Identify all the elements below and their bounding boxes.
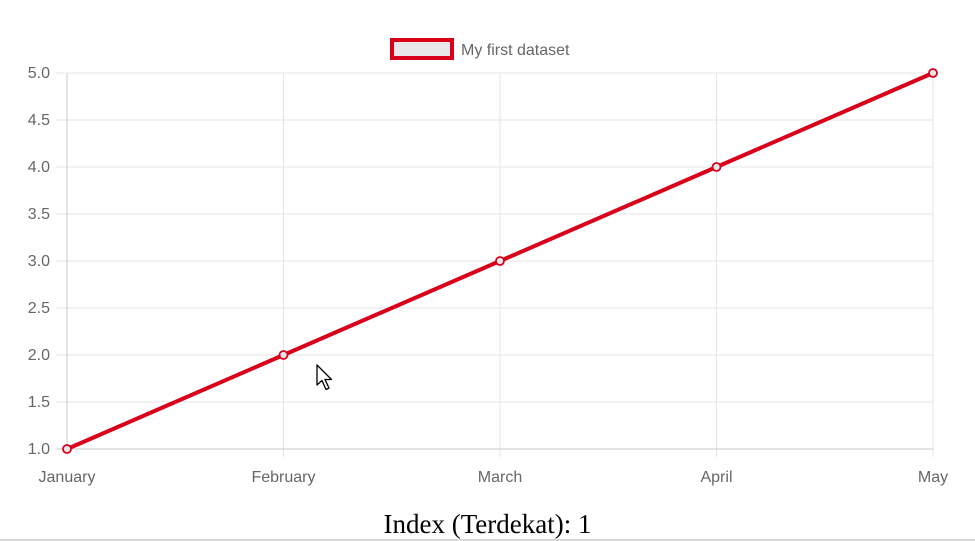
chart-legend[interactable]: My first dataset (390, 38, 570, 60)
data-point[interactable] (278, 350, 289, 360)
data-point[interactable] (495, 256, 505, 266)
y-tick-label: 2.5 (28, 300, 50, 317)
y-tick-label: 3.5 (28, 206, 50, 223)
x-tick-label: March (478, 469, 522, 486)
mouse-pointer-icon (316, 364, 333, 391)
y-tick-label: 4.0 (28, 159, 50, 176)
x-tick-label: January (39, 469, 96, 486)
data-point[interactable] (928, 68, 938, 78)
y-axis-tick-labels: 1.0 1.5 2.0 2.5 3.0 3.5 4.0 4.5 5.0 (28, 65, 50, 458)
x-axis-tick-labels: January February March April May (39, 469, 949, 486)
y-tick-label: 5.0 (28, 65, 50, 82)
index-readout: Index (Terdekat): 1 (383, 509, 592, 539)
legend-label[interactable]: My first dataset (461, 42, 570, 59)
x-tick-label: April (700, 469, 732, 486)
data-point[interactable] (711, 162, 722, 172)
y-tick-label: 1.0 (28, 441, 50, 458)
bottom-divider (0, 539, 975, 541)
y-tick-label: 2.0 (28, 347, 50, 364)
x-tick-label: February (251, 469, 315, 486)
legend-swatch[interactable] (390, 38, 454, 60)
y-tick-label: 3.0 (28, 253, 50, 270)
line-chart[interactable]: My first dataset 1.0 1.5 2.0 2.5 3.0 3.5 4.0 4.… (0, 0, 975, 510)
data-point[interactable] (62, 444, 72, 454)
series-layer (62, 68, 938, 454)
y-tick-label: 1.5 (28, 394, 50, 411)
axes (57, 73, 933, 450)
x-tick-label: May (918, 469, 948, 486)
y-tick-label: 4.5 (28, 112, 50, 129)
grid-lines (56, 72, 934, 457)
